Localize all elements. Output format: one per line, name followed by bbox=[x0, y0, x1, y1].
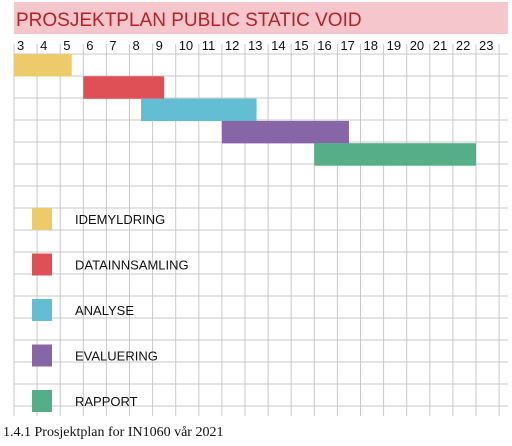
x-tick-label: 12 bbox=[225, 38, 239, 53]
x-tick-label: 20 bbox=[410, 38, 424, 53]
legend-swatch bbox=[32, 253, 52, 276]
chart-title: PROSJEKTPLAN PUBLIC STATIC VOID bbox=[16, 10, 362, 31]
x-tick-label: 5 bbox=[63, 38, 70, 53]
task-bar bbox=[314, 143, 476, 166]
legend-label: EVALUERING bbox=[75, 349, 158, 364]
x-tick-label: 13 bbox=[248, 38, 262, 53]
x-tick-label: 16 bbox=[317, 38, 331, 53]
x-tick-label: 23 bbox=[479, 38, 493, 53]
x-tick-label: 3 bbox=[17, 38, 24, 53]
x-tick-label: 22 bbox=[456, 38, 470, 53]
x-tick-label: 21 bbox=[433, 38, 447, 53]
legend-swatch bbox=[32, 344, 52, 367]
x-tick-label: 18 bbox=[364, 38, 378, 53]
x-tick-label: 9 bbox=[156, 38, 163, 53]
x-tick-label: 6 bbox=[86, 38, 93, 53]
legend-swatch bbox=[32, 299, 52, 321]
figure-caption: 1.4.1 Prosjektplan for IN1060 vår 2021 bbox=[3, 425, 224, 440]
x-tick-label: 15 bbox=[294, 38, 308, 53]
legend-swatch bbox=[32, 390, 52, 412]
x-tick-label: 11 bbox=[202, 38, 216, 53]
legend-label: DATAINNSAMLING bbox=[75, 258, 189, 273]
legend-label: RAPPORT bbox=[75, 394, 138, 409]
task-bar bbox=[83, 76, 165, 99]
legend-label: IDEMYLDRING bbox=[75, 212, 165, 227]
task-bar bbox=[141, 98, 257, 122]
title-band bbox=[14, 2, 508, 34]
legend-swatch bbox=[32, 208, 52, 230]
task-bar bbox=[14, 54, 72, 77]
x-tick-label: 8 bbox=[133, 38, 140, 53]
x-tick-label: 4 bbox=[40, 38, 47, 53]
task-bar bbox=[221, 120, 349, 144]
x-tick-label: 17 bbox=[340, 38, 354, 53]
x-tick-label: 10 bbox=[179, 38, 193, 53]
gantt-chart: PROSJEKTPLAN PUBLIC STATIC VOID 3 4 5 6 7 8 9 1… bbox=[13, 2, 508, 416]
legend: IDEMYLDRING DATAINNSAMLING ANALYSE EVALUERI… bbox=[32, 208, 189, 412]
x-tick-label: 14 bbox=[271, 38, 285, 53]
x-tick-label: 7 bbox=[109, 38, 116, 53]
x-tick-labels: 3 4 5 6 7 8 9 10 11 12 13 14 15 16 17 18 19 20 21 22 23 bbox=[17, 38, 493, 53]
x-tick-label: 19 bbox=[387, 38, 401, 53]
task-bars bbox=[14, 54, 476, 166]
legend-label: ANALYSE bbox=[75, 303, 134, 318]
